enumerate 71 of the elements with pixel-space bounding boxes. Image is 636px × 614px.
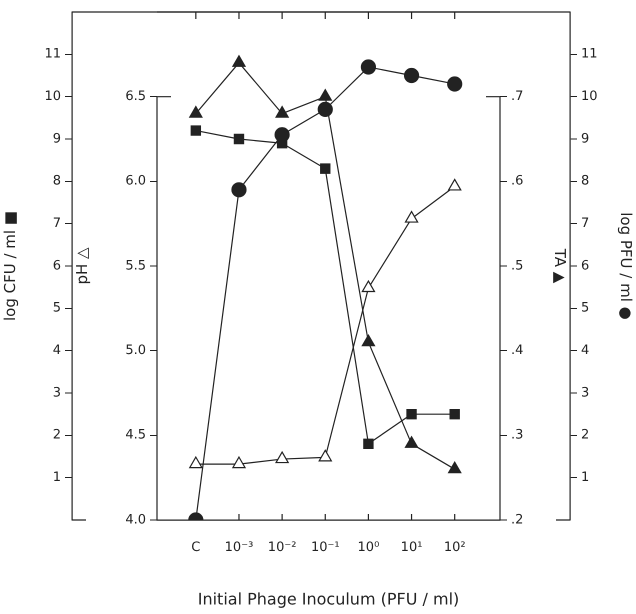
y-tick-label: 5 [52,300,61,316]
y2-tick-label: .6 [511,174,524,189]
point [318,450,332,462]
y2-tick-label: .5 [511,258,524,274]
point [232,55,246,67]
point [232,456,246,468]
y2-axis-title: log PFU / ml ● [617,212,636,320]
point [189,106,202,118]
point [360,59,376,75]
y2-tick-label: 5 [581,300,590,316]
y-tick-label: 5.0 [125,343,146,358]
y-tick-label: 3 [52,385,61,400]
y-tick-label: 4.5 [125,428,146,443]
y2-tick-label: 1 [581,470,590,486]
y2-tick-label: .4 [511,343,524,358]
y2-tick-label: 4 [581,343,590,358]
y-tick-label: 10 [44,89,61,104]
y-tick-label: 1 [52,470,61,486]
x-tick-label: C [191,540,200,556]
point [404,68,420,84]
point [318,89,332,101]
y2-tick-label: 2 [581,428,590,443]
point [231,182,247,198]
point [320,163,330,174]
x-axis-title: Initial Phage Inoculum (PFU / ml) [198,590,460,609]
point [447,76,462,92]
y2-tick-label: 9 [581,131,590,146]
y-tick-label: 8 [52,174,61,189]
y2-tick-label: 10 [581,89,598,104]
y-tick-label: 6 [52,258,61,274]
y2-tick-label: 6 [581,258,590,274]
y-tick-label: 4 [52,343,61,358]
point [362,280,376,292]
point [450,408,460,420]
point [406,408,417,420]
x-tick-label: 10⁻³ [224,540,254,556]
point [363,438,374,449]
y-tick-label: 9 [52,131,61,146]
point [404,210,418,223]
y-axis-title: pH △ [72,246,91,285]
y-axis-title: log CFU / ml ■ [0,210,19,322]
y2-tick-label: 7 [581,216,590,232]
y-tick-label: 6.5 [125,89,146,104]
point [189,456,202,468]
y-tick-label: 7 [52,216,61,232]
y-tick-label: 2 [52,428,61,443]
y2-tick-label: .7 [511,89,524,104]
point [318,102,333,117]
point [448,462,462,474]
y2-axis-title: TA ▲ [551,248,570,284]
point [190,125,202,136]
x-tick-label: 10² [444,540,466,556]
y2-tick-label: 3 [581,385,590,400]
point [362,334,376,346]
y-tick-label: 11 [44,46,61,62]
point [275,451,289,464]
point [448,178,462,191]
y2-tick-label: 11 [581,46,598,62]
y2-tick-label: 8 [581,174,590,189]
point [234,134,244,144]
x-tick-label: 10⁻¹ [310,540,340,556]
y2-tick-label: .3 [511,428,524,443]
y-tick-label: 6.0 [125,174,146,189]
point [275,106,289,118]
x-tick-label: 10⁻² [268,540,296,556]
x-tick-label: 10⁰ [358,540,380,556]
x-tick-label: 10¹ [400,540,422,556]
y2-tick-label: .2 [511,512,524,528]
y-tick-label: 4.0 [125,512,146,528]
y-tick-label: 5.5 [125,258,146,274]
point [404,436,418,448]
